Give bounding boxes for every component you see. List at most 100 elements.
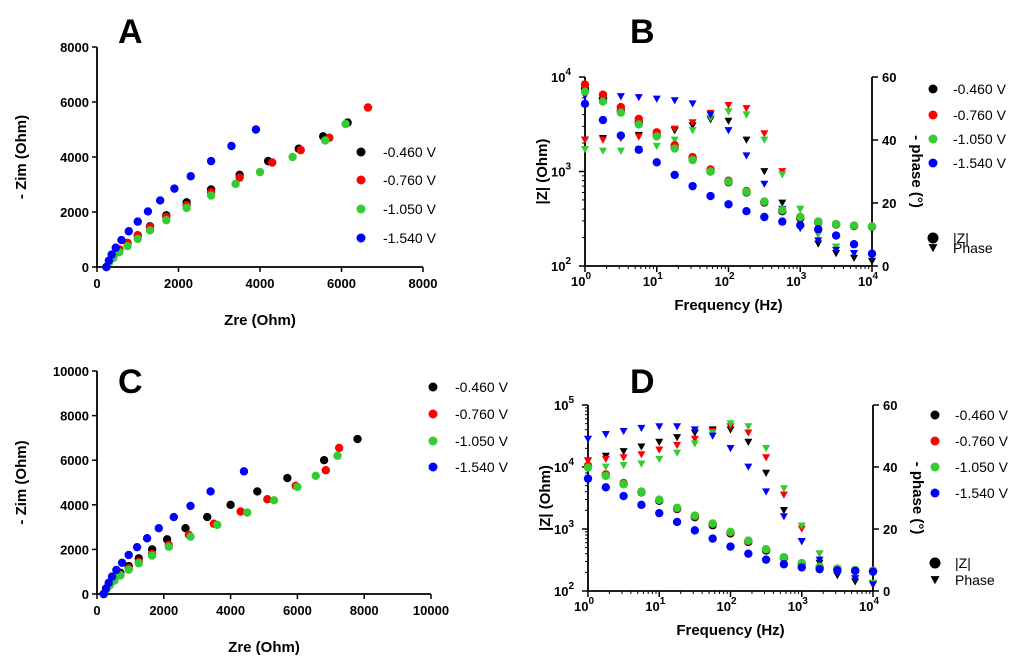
data-point xyxy=(288,152,297,162)
x-tick-label: 8000 xyxy=(409,276,438,291)
data-point xyxy=(311,471,320,481)
phase-point xyxy=(673,434,682,442)
data-point xyxy=(203,512,212,522)
phase-point xyxy=(869,581,877,589)
impedance-point xyxy=(796,212,805,222)
phase-point xyxy=(779,491,788,499)
y-tick-exponent: 3 xyxy=(568,519,574,530)
impedance-point xyxy=(831,219,841,229)
impedance-point xyxy=(601,483,611,492)
x-tick-label: 4000 xyxy=(246,276,275,291)
legend-label: -1.540 V xyxy=(383,230,437,246)
data-point xyxy=(145,226,155,235)
impedance-point xyxy=(619,491,628,501)
y-tick-label: 104 xyxy=(551,67,571,85)
impedance-point xyxy=(655,495,664,505)
legend-marker xyxy=(927,232,939,244)
impedance-point xyxy=(619,479,628,489)
phase-point xyxy=(742,152,751,160)
y2-tick-label: 20 xyxy=(882,196,896,211)
data-point xyxy=(170,184,179,193)
panel-C: C 0 2000 4000 6000 8000 10000 0 2000 4000 6000 8000… xyxy=(13,363,509,656)
data-point xyxy=(206,191,216,200)
impedance-point xyxy=(616,131,626,140)
impedance-point xyxy=(778,205,787,215)
impedance-point xyxy=(724,200,733,209)
data-point xyxy=(117,235,126,245)
y-tick-label: 102 xyxy=(551,256,571,274)
y-tick-label: 10000 xyxy=(53,364,89,379)
impedance-point xyxy=(652,158,661,167)
phase-point xyxy=(670,125,679,133)
y-axis-title: |Z| (Ohm) xyxy=(534,139,551,205)
y-tick-exponent: 4 xyxy=(565,67,571,78)
impedance-point xyxy=(868,567,878,576)
impedance-point xyxy=(634,145,643,154)
phase-point xyxy=(779,513,788,521)
data-point xyxy=(296,145,305,155)
phase-point xyxy=(673,449,682,457)
phase-point xyxy=(832,246,841,255)
phase-point xyxy=(814,237,823,245)
legend-marker xyxy=(930,436,940,446)
legend-marker xyxy=(928,158,938,168)
legend-label: Phase xyxy=(955,572,995,588)
data-point xyxy=(164,542,174,551)
legend-marker xyxy=(928,110,938,120)
phase-point xyxy=(637,443,646,451)
x-tick-label: 0 xyxy=(93,603,100,618)
y2-tick-label: 0 xyxy=(883,584,890,599)
x-tick-exponent: 4 xyxy=(873,596,879,607)
legend-label: -0.460 V xyxy=(955,407,1009,423)
y2-tick-label: 40 xyxy=(883,460,897,475)
impedance-point xyxy=(637,487,646,497)
phase-point xyxy=(598,136,607,144)
data-point xyxy=(226,500,235,509)
legend-marker xyxy=(356,204,366,214)
x-tick-label: 2000 xyxy=(149,603,178,618)
phase-point xyxy=(726,445,735,453)
phase-point xyxy=(815,556,824,564)
x-tick-label: 0 xyxy=(93,276,100,291)
legend-label: -1.050 V xyxy=(455,433,509,449)
phase-point xyxy=(655,455,664,464)
phase-point xyxy=(850,254,859,262)
impedance-point xyxy=(598,115,608,125)
phase-point xyxy=(760,136,769,144)
y-tick-label: 6000 xyxy=(60,453,89,468)
y-tick-label: 0 xyxy=(82,260,89,275)
data-point xyxy=(123,241,132,251)
data-point xyxy=(186,172,195,181)
phase-point xyxy=(619,462,628,470)
data-point xyxy=(235,173,244,182)
x-tick-label: 2000 xyxy=(164,276,193,291)
impedance-point xyxy=(708,519,717,528)
phase-point xyxy=(690,440,699,448)
impedance-point xyxy=(867,249,877,258)
data-point xyxy=(213,520,222,530)
y-tick-label: 0 xyxy=(82,587,89,602)
data-point xyxy=(255,167,265,177)
y-tick-label: 2000 xyxy=(60,542,89,557)
data-point xyxy=(263,495,272,504)
y2-tick-label: 60 xyxy=(882,70,896,85)
panel-A: A 0 2000 4000 6000 8000 0 2000 4000 6000 8000 Zre (… xyxy=(13,13,437,329)
phase-point xyxy=(706,111,715,119)
impedance-point xyxy=(796,221,805,230)
y-tick-label: 104 xyxy=(554,457,574,475)
data-point xyxy=(186,532,195,541)
impedance-point xyxy=(850,566,860,576)
x-tick-exponent: 2 xyxy=(729,271,735,282)
legend-label: -0.460 V xyxy=(953,81,1007,97)
impedance-point xyxy=(672,503,682,512)
x-tick-label: 104 xyxy=(859,596,879,614)
data-point xyxy=(104,578,113,588)
panel-label-C: C xyxy=(118,363,143,401)
phase-point xyxy=(616,147,625,155)
phase-point xyxy=(688,100,697,108)
data-point xyxy=(206,487,215,496)
x-tick-label: 102 xyxy=(716,596,736,614)
data-point xyxy=(155,196,165,205)
phase-point xyxy=(688,119,697,127)
